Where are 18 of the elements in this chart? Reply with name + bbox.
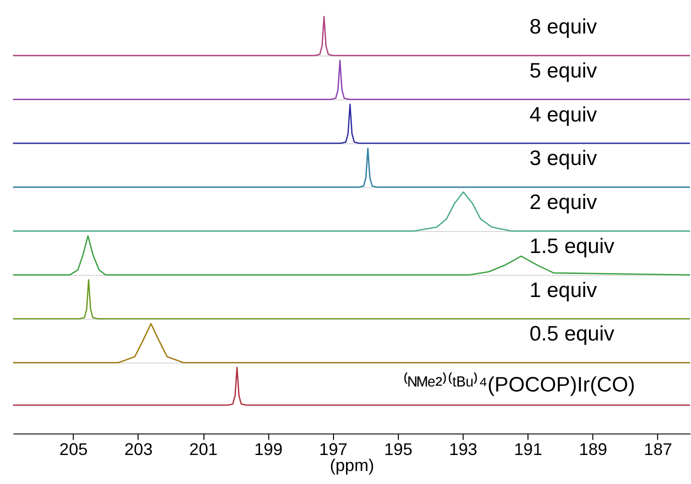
x-tick-label: 189 <box>578 440 608 459</box>
series-label: 8 equiv <box>529 16 598 39</box>
x-tick-label: 195 <box>384 440 412 459</box>
series-label: 3 equiv <box>529 147 598 170</box>
x-tick-label: 199 <box>254 440 282 459</box>
x-tick-label: 201 <box>189 440 218 459</box>
x-tick-label: 191 <box>514 440 542 459</box>
series-label: 5 equiv <box>529 59 598 82</box>
series-label: 2 equiv <box>529 191 598 214</box>
x-tick-label: 203 <box>124 440 153 459</box>
x-tick-label: 193 <box>449 440 478 459</box>
series-label: ⁽ᴺᴹᵉ²⁾⁽ᵗᴮᵘ⁾⁴(POCOP)Ir(CO) <box>402 372 636 397</box>
x-tick-label: 205 <box>59 440 88 459</box>
series-label: 4 equiv <box>529 103 598 126</box>
series-label: 1.5 equiv <box>529 234 615 258</box>
x-tick-label: 187 <box>644 440 672 459</box>
series-label: 0.5 equiv <box>529 322 615 346</box>
series-label: 1 equiv <box>529 278 598 302</box>
